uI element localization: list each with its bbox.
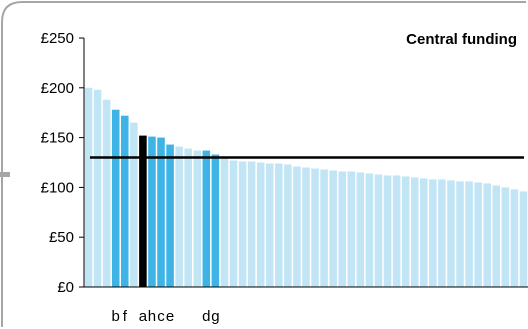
bar (320, 169, 328, 287)
bar (229, 160, 238, 287)
bar (429, 179, 437, 287)
y-tick-label: £0 (57, 279, 74, 296)
bar (519, 191, 528, 287)
frame-connector (0, 172, 10, 177)
bar (365, 173, 374, 287)
bar (311, 168, 319, 287)
bar (148, 136, 156, 287)
bar (184, 148, 192, 287)
bar (329, 170, 337, 287)
bar (401, 176, 410, 287)
bar (293, 166, 301, 287)
bar (284, 164, 292, 287)
bar (211, 154, 220, 287)
bar (84, 87, 93, 287)
bar (410, 177, 419, 287)
category-label: c (157, 308, 165, 325)
bar (447, 180, 455, 287)
bar (374, 174, 383, 287)
category-label: h (148, 308, 156, 325)
bar (238, 161, 247, 287)
bar (492, 185, 501, 287)
bar (175, 146, 183, 287)
bar (111, 109, 120, 288)
category-label: a (139, 308, 148, 325)
bar (356, 172, 365, 287)
y-tick-label: £250 (41, 30, 74, 47)
bar (157, 137, 165, 287)
bar (483, 183, 491, 287)
y-tick-label: £200 (41, 80, 74, 97)
bar (166, 144, 174, 287)
bar (102, 99, 111, 287)
bar (93, 89, 102, 287)
bar (383, 175, 392, 287)
bar (193, 150, 202, 287)
category-label: b (112, 308, 120, 325)
y-tick-label: £100 (41, 179, 74, 196)
bar (420, 178, 428, 287)
bar (456, 181, 464, 287)
category-label: f (123, 308, 128, 325)
bar (139, 135, 147, 287)
category-label: e (166, 308, 174, 325)
bar (474, 182, 482, 287)
bar (120, 115, 129, 287)
bar (220, 156, 229, 287)
chart-title: Central funding (406, 31, 517, 48)
bar (465, 181, 473, 287)
bar (247, 161, 256, 287)
y-tick-label: £150 (41, 130, 74, 147)
bar (130, 122, 138, 287)
bar (438, 179, 446, 287)
bar (392, 175, 401, 287)
bars (84, 87, 528, 288)
bar (302, 167, 310, 287)
category-label: g (211, 308, 219, 325)
y-axis: £0 £50 £100 £150 £200 £250 (41, 30, 528, 296)
bar (275, 163, 283, 287)
bar (202, 150, 211, 287)
category-label: d (202, 308, 210, 325)
bar (256, 162, 265, 287)
bar (347, 171, 356, 287)
bar (510, 189, 519, 287)
y-tick-label: £50 (49, 229, 74, 246)
bar (265, 163, 274, 287)
bar (338, 171, 347, 287)
bar (501, 187, 510, 287)
